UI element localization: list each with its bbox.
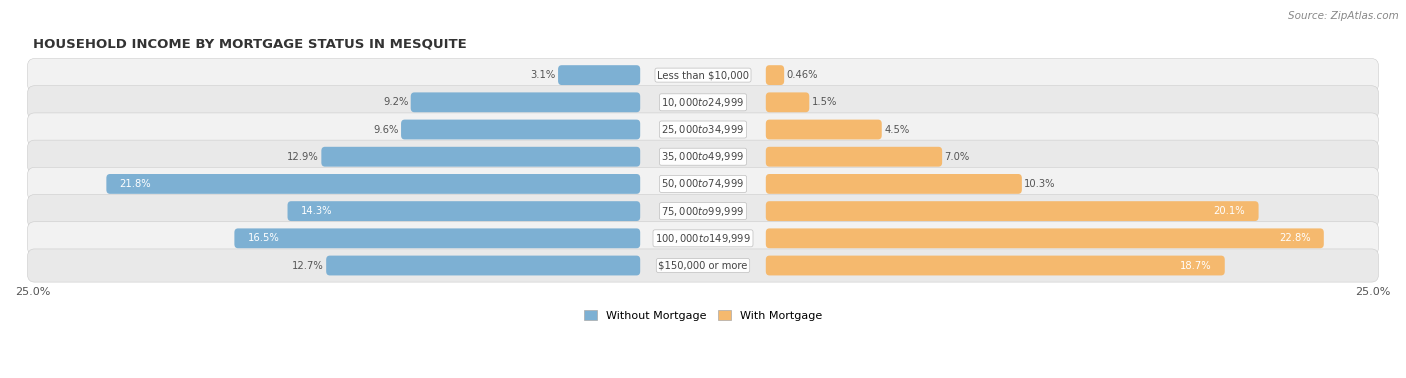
FancyBboxPatch shape <box>322 147 640 167</box>
FancyBboxPatch shape <box>288 201 640 221</box>
Text: 10.3%: 10.3% <box>1024 179 1056 189</box>
FancyBboxPatch shape <box>27 140 1379 173</box>
Text: 0.46%: 0.46% <box>786 70 818 80</box>
Text: $100,000 to $149,999: $100,000 to $149,999 <box>655 232 751 245</box>
Text: $10,000 to $24,999: $10,000 to $24,999 <box>661 96 745 109</box>
FancyBboxPatch shape <box>27 167 1379 200</box>
FancyBboxPatch shape <box>27 113 1379 146</box>
Text: $25,000 to $34,999: $25,000 to $34,999 <box>661 123 745 136</box>
FancyBboxPatch shape <box>766 92 810 112</box>
Text: 18.7%: 18.7% <box>1180 260 1212 271</box>
Text: 9.6%: 9.6% <box>373 124 399 135</box>
Text: $75,000 to $99,999: $75,000 to $99,999 <box>661 204 745 218</box>
FancyBboxPatch shape <box>326 256 640 276</box>
Text: 22.8%: 22.8% <box>1279 233 1310 243</box>
FancyBboxPatch shape <box>766 147 942 167</box>
Text: 16.5%: 16.5% <box>247 233 280 243</box>
Text: $50,000 to $74,999: $50,000 to $74,999 <box>661 177 745 191</box>
Text: 7.0%: 7.0% <box>945 152 970 162</box>
FancyBboxPatch shape <box>766 65 785 85</box>
Text: $150,000 or more: $150,000 or more <box>658 260 748 271</box>
FancyBboxPatch shape <box>766 228 1324 248</box>
Legend: Without Mortgage, With Mortgage: Without Mortgage, With Mortgage <box>579 306 827 325</box>
Text: 12.9%: 12.9% <box>287 152 319 162</box>
Text: Source: ZipAtlas.com: Source: ZipAtlas.com <box>1288 11 1399 21</box>
FancyBboxPatch shape <box>27 195 1379 228</box>
FancyBboxPatch shape <box>766 174 1022 194</box>
FancyBboxPatch shape <box>27 59 1379 92</box>
FancyBboxPatch shape <box>766 201 1258 221</box>
FancyBboxPatch shape <box>27 222 1379 255</box>
Text: 20.1%: 20.1% <box>1213 206 1246 216</box>
FancyBboxPatch shape <box>401 119 640 139</box>
FancyBboxPatch shape <box>766 256 1225 276</box>
FancyBboxPatch shape <box>235 228 640 248</box>
Text: 14.3%: 14.3% <box>301 206 332 216</box>
Text: $35,000 to $49,999: $35,000 to $49,999 <box>661 150 745 163</box>
Text: 1.5%: 1.5% <box>811 97 837 107</box>
FancyBboxPatch shape <box>27 86 1379 119</box>
Text: 9.2%: 9.2% <box>382 97 408 107</box>
Text: 21.8%: 21.8% <box>120 179 152 189</box>
Text: 4.5%: 4.5% <box>884 124 910 135</box>
FancyBboxPatch shape <box>107 174 640 194</box>
FancyBboxPatch shape <box>558 65 640 85</box>
FancyBboxPatch shape <box>766 119 882 139</box>
Text: HOUSEHOLD INCOME BY MORTGAGE STATUS IN MESQUITE: HOUSEHOLD INCOME BY MORTGAGE STATUS IN M… <box>32 38 467 51</box>
Text: Less than $10,000: Less than $10,000 <box>657 70 749 80</box>
FancyBboxPatch shape <box>27 249 1379 282</box>
FancyBboxPatch shape <box>411 92 640 112</box>
Text: 3.1%: 3.1% <box>530 70 555 80</box>
Text: 12.7%: 12.7% <box>292 260 323 271</box>
